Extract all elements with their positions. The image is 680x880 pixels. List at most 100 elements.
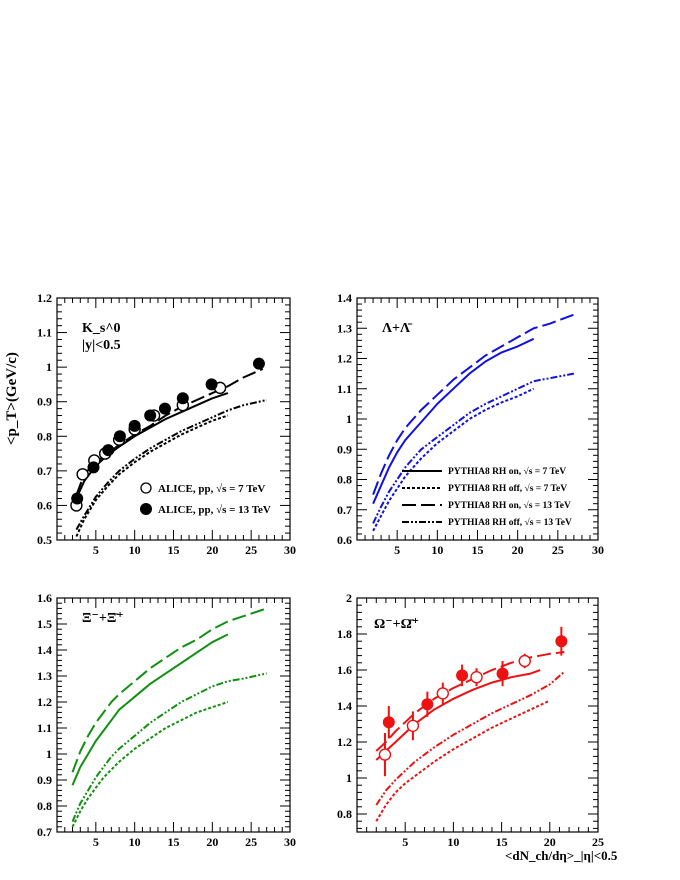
legend-open-marker <box>140 482 152 494</box>
data-point-filled <box>421 698 434 711</box>
data-point-filled <box>144 409 157 422</box>
k0s-title: K_s^0 <box>82 321 120 336</box>
data-point-filled <box>382 716 395 729</box>
x-tick-label: 10 <box>129 835 141 849</box>
x-tick-label: 25 <box>245 835 257 849</box>
data-point-filled <box>71 492 84 505</box>
y-tick-label: 1.5 <box>37 617 52 631</box>
series-dotted-line <box>375 699 551 822</box>
x-tick-label: 25 <box>245 543 257 557</box>
y-tick-label: 0.5 <box>37 533 52 547</box>
legend-alice-13: ALICE, pp, √s = 13 TeV <box>158 504 271 516</box>
y-tick-label: 1.4 <box>337 291 352 305</box>
data-point-filled <box>102 444 115 457</box>
y-tick-label: 1.4 <box>37 643 52 657</box>
x-tick-label: 20 <box>206 543 218 557</box>
x-tick-label: 20 <box>512 543 524 557</box>
x-tick-label: 15 <box>496 835 508 849</box>
x-tick-label: 30 <box>284 835 296 849</box>
y-tick-label: 0.9 <box>337 442 352 456</box>
x-tick-label: 5 <box>93 835 99 849</box>
x-tick-label: 25 <box>552 543 564 557</box>
y-tick-label: 1.3 <box>37 669 52 683</box>
series-dashdot-line <box>372 372 575 524</box>
k0s-rapidity: |y|<0.5 <box>82 338 121 353</box>
y-tick-label: 1.6 <box>337 663 352 677</box>
legend-alice-7: ALICE, pp, √s = 7 TeV <box>158 483 265 495</box>
data-point-filled <box>205 378 218 391</box>
series-solid-line <box>71 633 229 786</box>
data-point-open <box>436 687 449 700</box>
y-tick-label: 0.9 <box>37 773 52 787</box>
x-tick-label: 10 <box>431 543 443 557</box>
y-tick-label: 0.6 <box>37 498 52 512</box>
series-dashed-line <box>71 607 268 773</box>
y-tick-label: 1.2 <box>337 735 352 749</box>
x-tick-label: 30 <box>592 543 604 557</box>
y-axis-label: <p_T>(GeV/c) <box>4 352 20 445</box>
y-tick-label: 0.6 <box>337 533 352 547</box>
y-tick-label: 1.1 <box>37 721 52 735</box>
y-tick-label: 1 <box>346 412 352 426</box>
data-point-filled <box>87 461 100 474</box>
x-axis-label: <dN_ch/dη>_|η|<0.5 <box>505 848 618 863</box>
y-tick-label: 1.8 <box>337 627 352 641</box>
x-tick-label: 5 <box>402 835 408 849</box>
panel-k0s: 5 10 15 20 25 30 0.5 0.6 0.7 0.8 0.9 1 1.1 1.2 <box>37 291 296 557</box>
data-point-open <box>378 748 392 761</box>
legend-rh-on-13: PYTHIA8 RH on, √s = 13 TeV <box>448 500 571 511</box>
omega-title: Ω⁻+Ω̄⁺ <box>374 617 419 632</box>
y-tick-label: 1.3 <box>337 321 352 335</box>
series-dashed-line <box>375 651 565 752</box>
data-point-open <box>470 671 483 684</box>
y-tick-label: 1.1 <box>337 382 352 396</box>
y-tick-label: 1.4 <box>337 699 352 713</box>
series-dashed-line <box>372 313 575 495</box>
x-tick-label: 5 <box>394 543 400 557</box>
data-point-open <box>518 654 531 668</box>
data-point-filled <box>113 430 126 443</box>
y-tick-label: 0.8 <box>37 429 52 443</box>
x-tick-label: 15 <box>472 543 484 557</box>
x-tick-label: 20 <box>206 835 218 849</box>
series-dotted-line <box>75 414 229 537</box>
series-dotted-line <box>372 387 535 532</box>
series-dotted-line <box>71 701 229 828</box>
panel-omega: 5 10 15 20 25 0.8 1 1.2 1.4 1.6 1.8 2 <box>337 591 604 849</box>
data-point-filled <box>252 357 265 370</box>
x-tick-label: 15 <box>168 835 180 849</box>
legend-rh-on-7: PYTHIA8 RH on, √s = 7 TeV <box>448 466 566 477</box>
y-tick-label: 0.8 <box>37 799 52 813</box>
y-tick-label: 1.6 <box>37 591 52 605</box>
y-tick-label: 1 <box>46 747 52 761</box>
k0s-legend: ALICE, pp, √s = 7 TeV ALICE, pp, √s = 13… <box>140 482 271 516</box>
xi-title: Ξ⁻+Ξ̄⁺ <box>82 611 124 626</box>
series-solid-line <box>375 669 541 761</box>
y-tick-label: 0.7 <box>37 825 52 839</box>
lambda-title: Λ+Λ̄ <box>382 321 413 336</box>
x-tick-label: 15 <box>168 543 180 557</box>
series-solid-line <box>372 337 535 505</box>
x-tick-label: 5 <box>93 543 99 557</box>
panel-lambda: 5 10 15 20 25 30 0.6 0.7 0.8 0.9 1 1.1 1.2 1.3 1.4 <box>337 291 604 557</box>
y-tick-label: 1.2 <box>37 695 52 709</box>
plot-frame <box>56 597 291 833</box>
y-tick-label: 0.7 <box>37 464 52 478</box>
series-dashdot-line <box>375 671 565 806</box>
y-tick-label: 1 <box>346 771 352 785</box>
data-point-filled <box>496 667 509 680</box>
x-tick-label: 10 <box>447 835 459 849</box>
legend-filled-marker <box>140 503 152 515</box>
y-tick-label: 1.2 <box>337 352 352 366</box>
plot-frame <box>356 597 599 833</box>
y-tick-label: 0.9 <box>37 395 52 409</box>
x-tick-label: 25 <box>592 835 604 849</box>
data-point-open <box>406 719 420 732</box>
y-tick-label: 1.2 <box>37 291 52 305</box>
y-tick-label: 1 <box>46 360 52 374</box>
y-tick-label: 1.1 <box>37 326 52 340</box>
series-dashdot-line <box>71 672 267 822</box>
pythia-legend: PYTHIA8 RH on, √s = 7 TeV PYTHIA8 RH off… <box>402 466 572 528</box>
legend-rh-off-7: PYTHIA8 RH off, √s = 7 TeV <box>448 483 567 494</box>
x-tick-label: 10 <box>129 543 141 557</box>
